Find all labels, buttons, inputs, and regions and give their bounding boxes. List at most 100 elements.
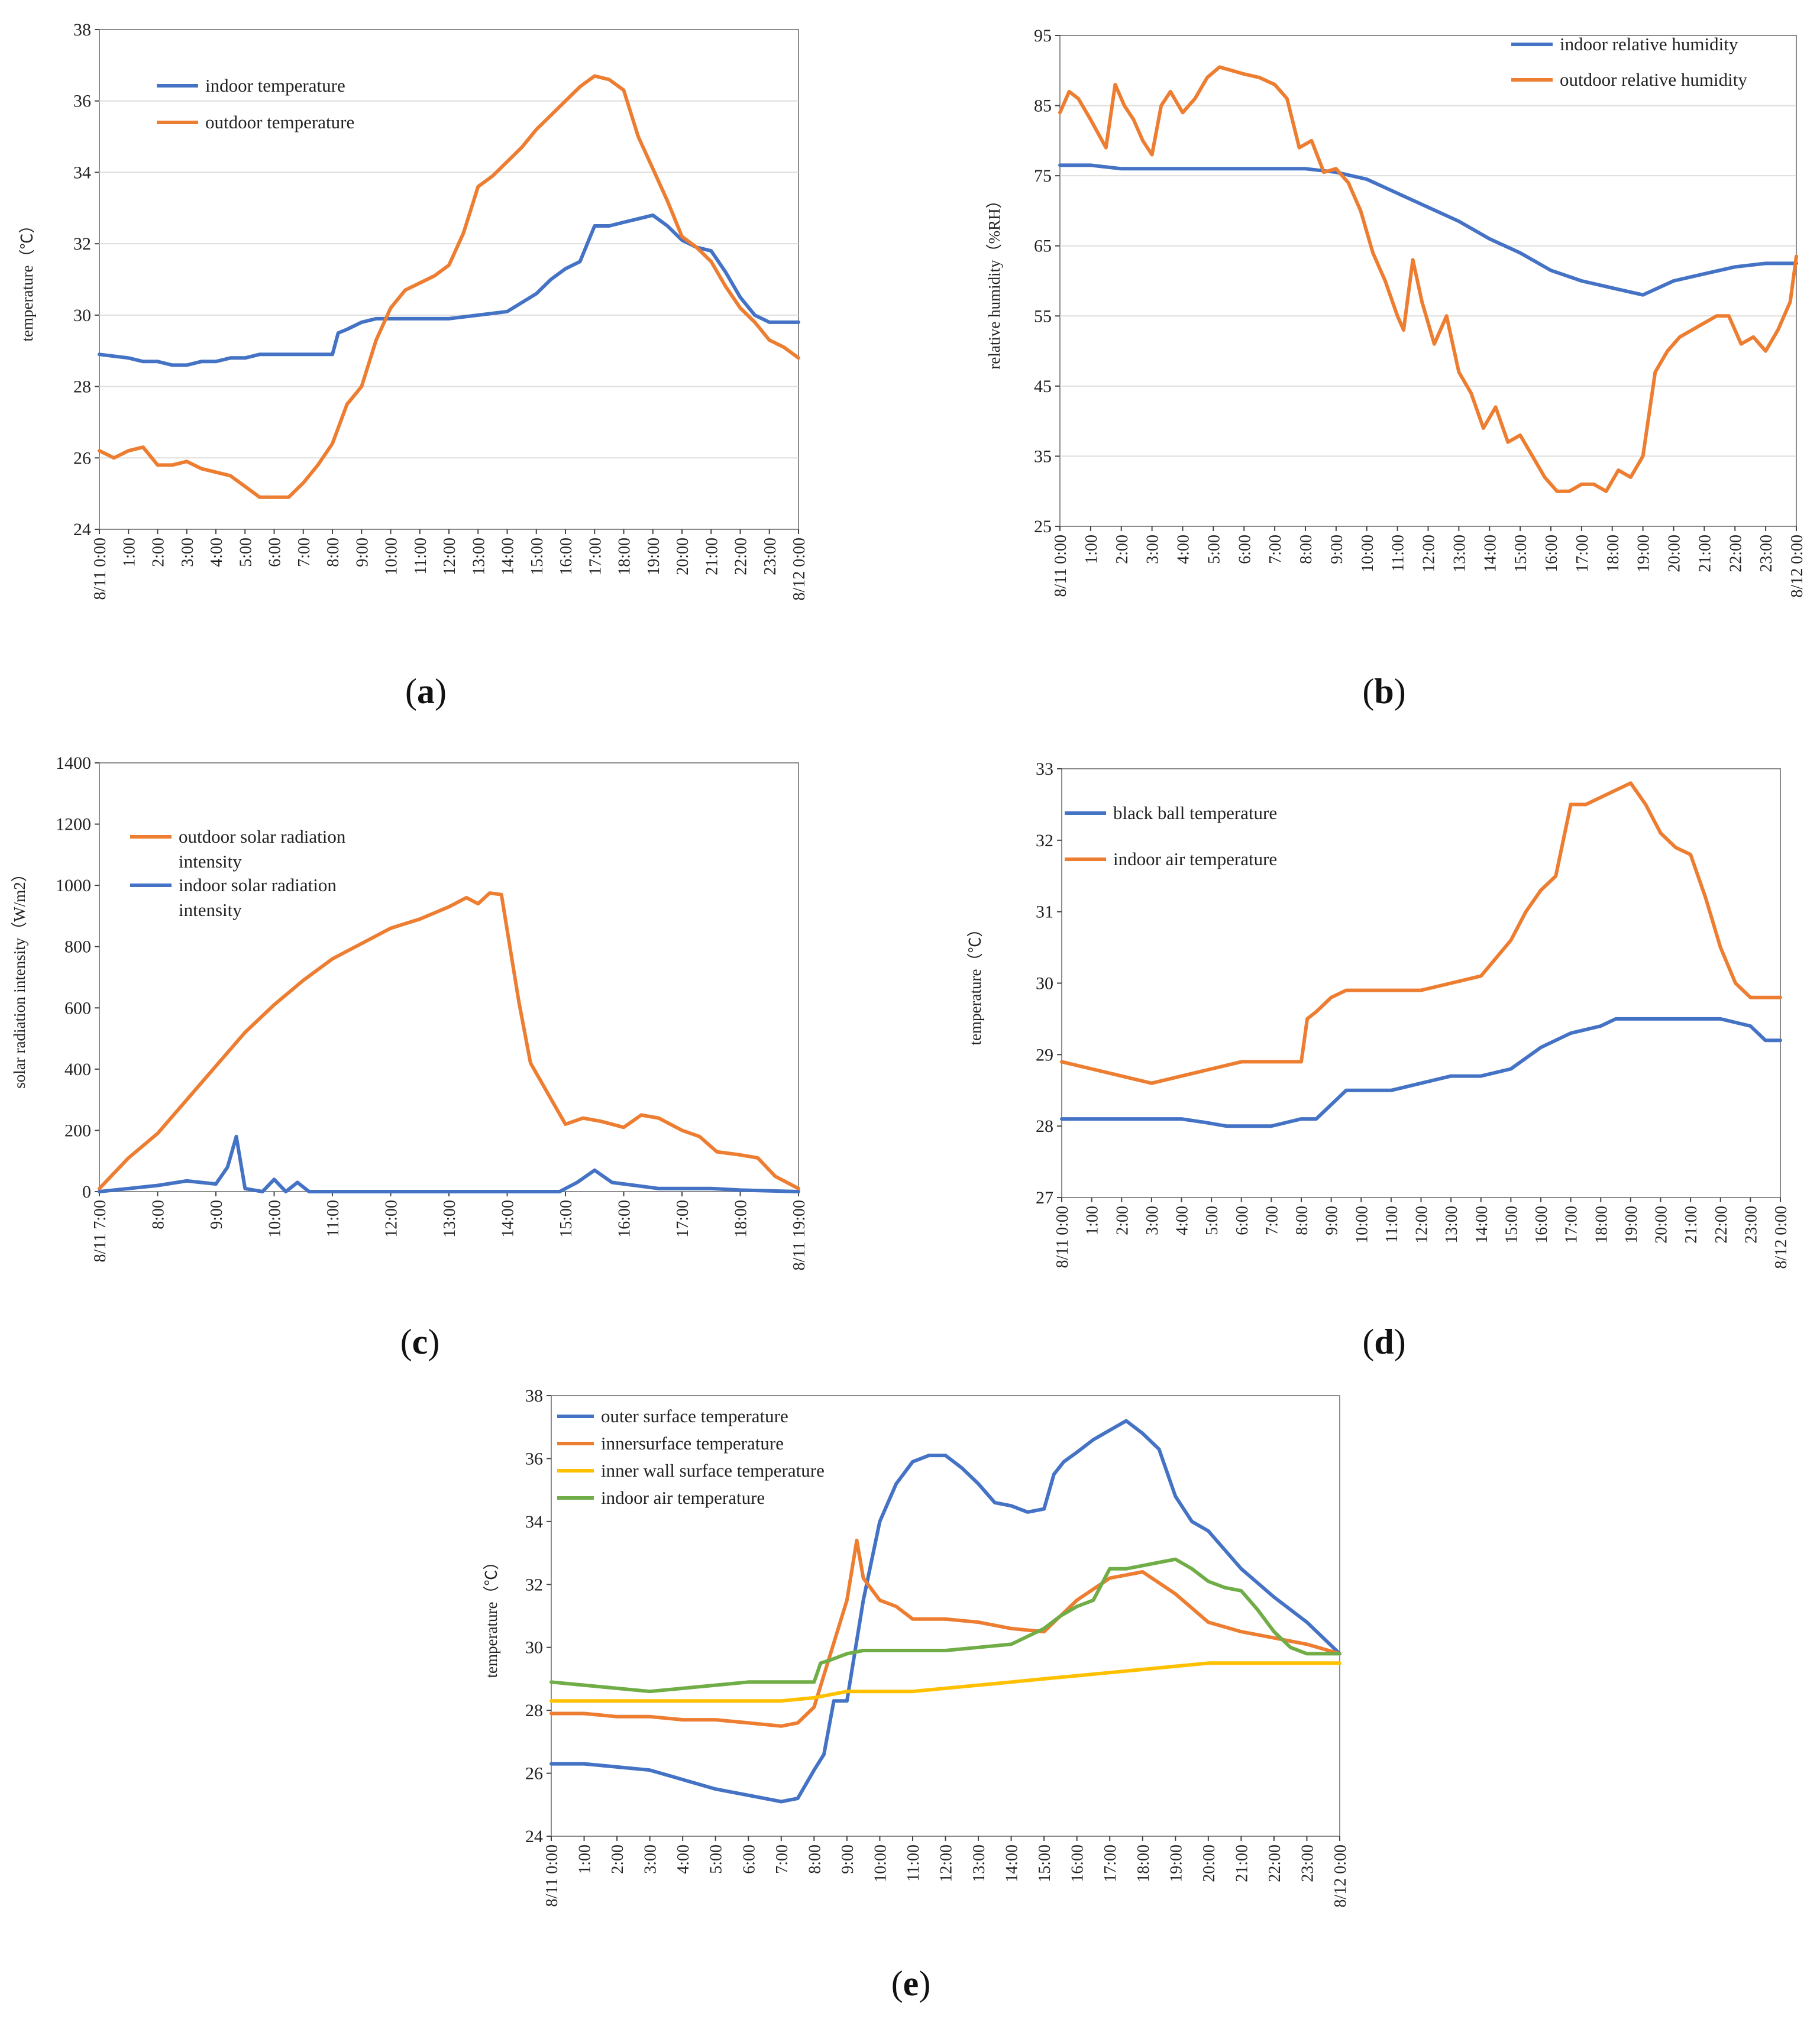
x-tick-label: 3:00 — [642, 1844, 660, 1874]
x-tick-label: 8/12 0:00 — [790, 538, 809, 601]
y-tick-label: 24 — [525, 1827, 543, 1846]
x-tick-label: 18:00 — [732, 1200, 751, 1238]
x-tick-label: 20:00 — [1653, 1206, 1671, 1244]
x-tick-label: 9:00 — [208, 1200, 226, 1229]
legend-label: intensity — [179, 899, 242, 920]
x-tick-label: 9:00 — [839, 1844, 857, 1874]
x-tick-label: 13:00 — [970, 1844, 988, 1882]
y-tick-label: 200 — [64, 1121, 91, 1140]
x-tick-label: 13:00 — [441, 1200, 459, 1238]
y-tick-label: 26 — [73, 448, 91, 468]
x-tick-label: 11:00 — [1389, 535, 1408, 572]
x-tick-label: 16:00 — [1069, 1844, 1087, 1882]
y-axis-label: relative humidity（%RH） — [985, 192, 1003, 369]
x-tick-label: 4:00 — [208, 538, 226, 567]
series-line-indoor-solar-radiation-intensity — [98, 1134, 800, 1193]
x-tick-label: 7:00 — [773, 1844, 791, 1874]
chart-b: 25 35 45 55 65 75 85 95 8/11 0:00 1:00 2:00 3:00 4:0… — [985, 26, 1806, 598]
x-tick-label: 7:00 — [295, 538, 313, 567]
legend-label: indoor air temperature — [601, 1487, 765, 1508]
series-line-outdoor-relative-humidity — [1058, 65, 1798, 493]
x-tick-label: 21:00 — [1696, 535, 1714, 572]
legend-label: indoor relative humidity — [1560, 34, 1738, 54]
x-tick-label: 13:00 — [470, 538, 488, 575]
x-tick-label: 16:00 — [1533, 1206, 1551, 1244]
x-tick-label: 18:00 — [1134, 1844, 1153, 1882]
x-tick-label: 13:00 — [1443, 1206, 1461, 1244]
x-tick-label: 3:00 — [179, 538, 197, 567]
x-tick-label: 5:00 — [1205, 535, 1223, 564]
x-tick-label: 14:00 — [1003, 1844, 1021, 1882]
caption-c: (c) — [400, 1322, 440, 1361]
x-tick-label: 6:00 — [1236, 535, 1254, 564]
x-tick-label: 12:00 — [441, 538, 459, 575]
y-tick-label: 32 — [73, 234, 91, 254]
y-tick-label: 27 — [1036, 1188, 1053, 1208]
x-tick-label: 11:00 — [324, 1200, 342, 1237]
x-tick-label: 8:00 — [806, 1844, 824, 1874]
y-tick-label: 85 — [1034, 96, 1052, 116]
x-tick-label: 6:00 — [1233, 1206, 1252, 1235]
y-tick-label: 38 — [73, 20, 91, 40]
chart-d-panel: 27 28 29 30 31 32 33 8/11 0:00 1:00 2:00 3:00 4:00 5… — [946, 745, 1820, 1313]
y-tick-label: 45 — [1034, 377, 1052, 396]
series-line-inner-wall-surface-temperature — [549, 1661, 1341, 1703]
chart-b-panel: 25 35 45 55 65 75 85 95 8/11 0:00 1:00 2:00 3:00 4:0… — [923, 0, 1820, 651]
x-tick-label: 10:00 — [383, 538, 401, 575]
y-axis-label: temperature（℃） — [483, 1554, 500, 1678]
y-tick-label: 36 — [73, 92, 91, 111]
plot-area — [551, 1395, 1340, 1837]
x-tick-label: 17:00 — [586, 538, 604, 575]
x-tick-label: 6:00 — [740, 1844, 758, 1874]
y-tick-label: 29 — [1036, 1045, 1053, 1064]
x-tick-label: 12:00 — [938, 1844, 956, 1882]
x-tick-label: 9:00 — [353, 538, 371, 567]
y-tick-label: 31 — [1036, 902, 1053, 922]
x-tick-label: 12:00 — [383, 1200, 401, 1238]
x-tick-label: 20:00 — [1200, 1844, 1218, 1882]
series-line-innersurface-temperature — [549, 1538, 1341, 1728]
chart-e: 24 26 28 30 32 34 36 38 8/11 0:00 1:00 2:00 3:00 4:0… — [483, 1386, 1350, 1908]
x-tick-label: 2:00 — [609, 1844, 627, 1874]
x-tick-label: 19:00 — [645, 538, 663, 575]
x-tick-label: 16:00 — [557, 538, 576, 575]
chart-a: 24 26 28 30 32 34 36 38 8/11 0:00 1:00 2:00 3:00 4:0… — [18, 20, 809, 601]
x-tick-label: 14:00 — [1473, 1206, 1491, 1244]
x-tick-label: 16:00 — [1543, 535, 1561, 572]
chart-a-panel: 24 26 28 30 32 34 36 38 8/11 0:00 1:00 2:00 3:00 4:0… — [0, 0, 828, 627]
legend-label: innersurface temperature — [601, 1433, 784, 1454]
x-tick-label: 17:00 — [674, 1200, 692, 1238]
legend-label: black ball temperature — [1113, 802, 1277, 823]
x-tick-label: 8/11 0:00 — [1052, 535, 1070, 597]
plot-area — [1061, 768, 1781, 1198]
x-tick-label: 14:00 — [499, 538, 518, 575]
x-tick-label: 5:00 — [237, 538, 255, 567]
x-tick-label: 2:00 — [1113, 535, 1132, 564]
x-tick-label: 15:00 — [1502, 1206, 1521, 1244]
y-tick-label: 30 — [525, 1638, 543, 1658]
x-tick-label: 4:00 — [1174, 1206, 1192, 1235]
legend-label: outdoor solar radiation — [179, 826, 346, 847]
y-axis-label: temperature（℃） — [18, 218, 36, 342]
x-tick-label: 4:00 — [1175, 535, 1193, 564]
y-tick-label: 32 — [1036, 831, 1053, 850]
y-tick-label: 28 — [525, 1701, 543, 1720]
x-tick-label: 10:00 — [871, 1844, 890, 1882]
x-tick-label: 5:00 — [707, 1844, 726, 1874]
series-line-indoor-air-temperature — [1060, 781, 1782, 1085]
x-tick-label: 19:00 — [1635, 535, 1653, 572]
x-tick-label: 10:00 — [266, 1200, 285, 1238]
x-tick-label: 23:00 — [761, 538, 780, 575]
x-tick-label: 13:00 — [1450, 535, 1469, 572]
x-tick-label: 2:00 — [150, 538, 168, 567]
series-line-black-ball-temperature — [1060, 1017, 1782, 1128]
x-tick-label: 8/11 0:00 — [91, 538, 109, 600]
x-tick-label: 20:00 — [1666, 535, 1684, 572]
y-tick-label: 34 — [525, 1512, 543, 1532]
caption-a: (a) — [405, 672, 447, 711]
x-tick-label: 12:00 — [1420, 535, 1438, 572]
x-tick-label: 8:00 — [324, 538, 342, 567]
plot-area — [99, 762, 799, 1192]
legend-label: outdoor temperature — [205, 112, 354, 132]
series-line-indoor-air-temperature — [549, 1557, 1341, 1694]
